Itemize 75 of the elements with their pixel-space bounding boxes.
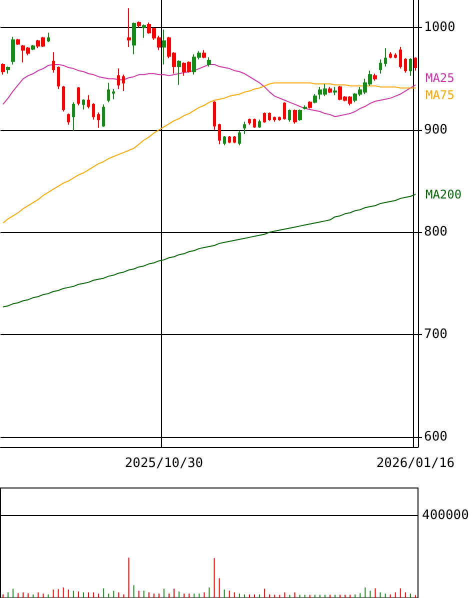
line-series — [2, 82, 416, 224]
candlestick — [107, 82, 110, 103]
candlestick — [258, 119, 261, 128]
candlestick — [52, 52, 55, 74]
candlestick — [379, 58, 382, 74]
candlestick — [278, 116, 281, 122]
candlestick — [223, 136, 226, 146]
candlestick — [303, 104, 307, 110]
candlestick — [82, 98, 85, 110]
candlestick — [102, 104, 105, 128]
y-tick-label: 700 — [424, 326, 448, 342]
candlestick — [97, 112, 100, 128]
candlestick — [283, 102, 286, 120]
candlestick — [47, 32, 50, 42]
candlestick — [77, 86, 80, 106]
candlestick — [92, 102, 95, 120]
series-label: MA75 — [425, 88, 454, 102]
candlestick — [112, 88, 115, 100]
candlestick — [293, 108, 297, 124]
candlestick — [268, 112, 271, 122]
candlestick — [333, 86, 337, 96]
candlestick — [384, 48, 387, 67]
candlestick — [373, 73, 377, 82]
candlestick — [298, 108, 302, 122]
candlestick — [409, 58, 412, 76]
candlestick — [213, 100, 216, 130]
y-tick-label: 600 — [424, 429, 448, 444]
candlestick — [122, 74, 125, 92]
candlestick — [16, 38, 20, 46]
y-tick-label: 1000 — [424, 20, 456, 36]
candlestick — [31, 44, 35, 51]
candlestick — [308, 100, 312, 109]
candlestick — [72, 102, 75, 132]
candlestick — [202, 50, 206, 59]
candlestick — [1, 62, 5, 76]
candlestick — [248, 118, 251, 126]
candlestick — [404, 58, 407, 74]
y-tick-label: 800 — [424, 224, 448, 240]
candlestick — [414, 56, 417, 72]
candlestick — [67, 113, 70, 126]
x-tick-label: 2026/01/16 — [376, 456, 455, 471]
candlestick — [177, 60, 181, 86]
candlestick — [394, 52, 397, 59]
candlestick — [62, 85, 65, 112]
candlestick — [11, 36, 15, 65]
candlestick — [218, 123, 221, 145]
candlestick — [233, 136, 236, 144]
candlestick — [328, 86, 332, 94]
candlestick — [313, 94, 317, 104]
candlestick — [228, 136, 231, 144]
candlestick — [57, 66, 60, 90]
candlestick — [243, 121, 246, 134]
candlestick — [117, 68, 120, 90]
candlestick — [399, 46, 402, 70]
candlestick — [253, 118, 256, 128]
candlestick — [273, 116, 276, 122]
candlestick — [87, 94, 90, 109]
text: 400000 — [422, 508, 469, 523]
candlestick — [238, 130, 241, 146]
candlestick — [263, 112, 266, 124]
candlestick — [389, 52, 392, 59]
candlestick — [137, 20, 141, 28]
candlestick — [207, 56, 211, 67]
line-series — [2, 194, 416, 308]
series-label: MA200 — [425, 187, 462, 202]
candlestick — [162, 29, 166, 65]
candlestick — [127, 8, 131, 48]
line-series — [2, 64, 416, 118]
candlestick — [142, 24, 146, 38]
candlestick — [6, 66, 10, 74]
y-tick-label: 900 — [424, 122, 448, 138]
series-label: MA25 — [425, 70, 454, 85]
x-tick-label: 2025/10/30 — [124, 456, 204, 471]
candlestick — [288, 108, 291, 122]
candlestick — [132, 22, 136, 55]
